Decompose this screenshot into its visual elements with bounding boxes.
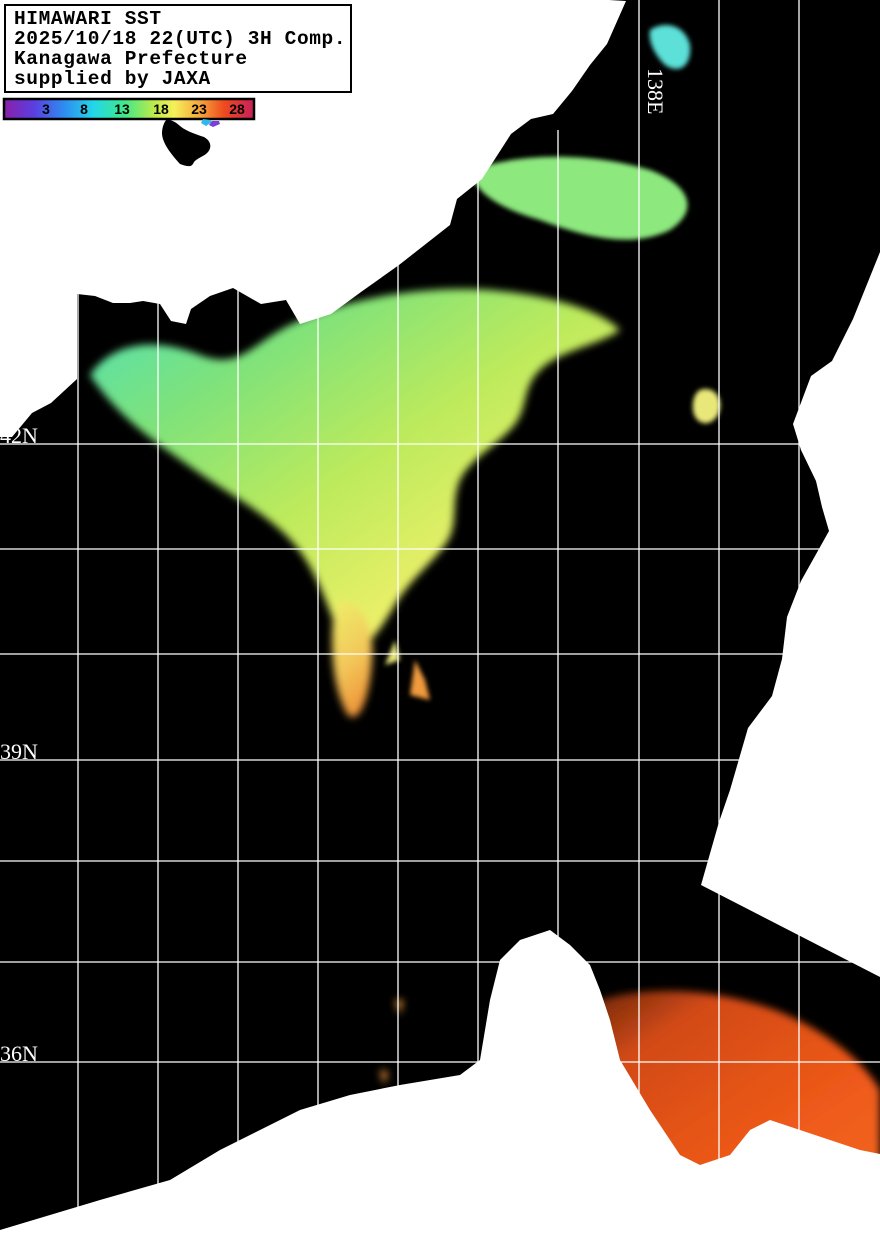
svg-text:3: 3 xyxy=(42,101,50,117)
svg-text:23: 23 xyxy=(191,101,207,117)
svg-text:13: 13 xyxy=(114,101,130,117)
svg-text:8: 8 xyxy=(80,101,88,117)
svg-text:28: 28 xyxy=(229,101,245,117)
svg-text:18: 18 xyxy=(153,101,169,117)
